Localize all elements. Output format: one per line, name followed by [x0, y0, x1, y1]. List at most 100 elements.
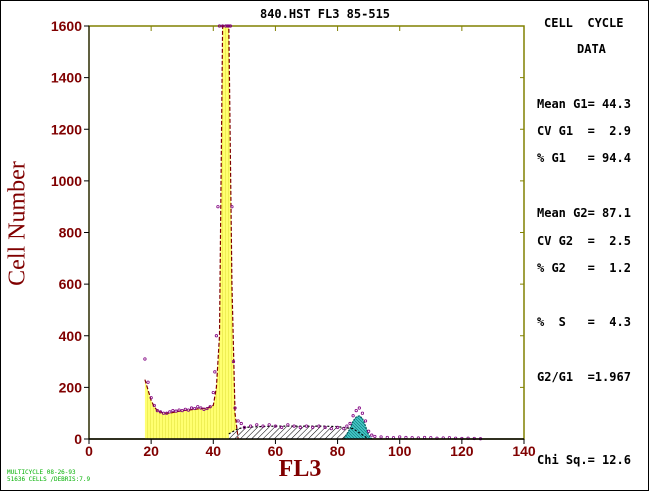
footer-cells: 51636 CELLS /DEBRIS:7.9	[7, 476, 91, 483]
data-point	[193, 406, 197, 411]
cv-g1: CV G1 = 2.9	[537, 124, 631, 138]
s-phase-area	[228, 426, 369, 439]
data-point	[292, 424, 296, 428]
data-point	[217, 24, 222, 28]
data-point	[231, 359, 236, 364]
data-point	[261, 424, 265, 428]
mean-g1: Mean G1= 44.3	[537, 97, 631, 111]
data-point	[357, 406, 361, 410]
data-point	[202, 407, 206, 411]
cv-g2: CV G2 = 2.5	[537, 234, 631, 248]
data-point	[205, 406, 209, 411]
data-point	[239, 421, 243, 426]
data-point	[342, 427, 346, 431]
data-point	[221, 24, 225, 28]
y-tick-label: 0	[74, 431, 82, 447]
data-point	[345, 424, 349, 428]
data-point	[255, 423, 259, 427]
x-tick-label: 120	[450, 443, 474, 459]
x-tick-label: 140	[512, 443, 536, 459]
data-point	[199, 406, 203, 410]
data-point	[304, 424, 309, 428]
data-point	[398, 435, 402, 439]
data-point	[267, 423, 271, 427]
data-point	[329, 427, 333, 431]
data-point	[367, 429, 371, 433]
pct-g2: % G2 = 1.2	[537, 261, 631, 275]
data-point	[180, 409, 184, 413]
data-point	[183, 407, 187, 411]
x-tick-label: 40	[205, 443, 221, 459]
x-tick-label: 0	[85, 443, 93, 459]
plot-frame	[88, 25, 525, 440]
chart-title: 840.HST FL3 85-515	[259, 7, 391, 21]
x-tick-label: 20	[143, 443, 159, 459]
g2-g1-ratio: G2/G1 =1.967	[537, 370, 631, 384]
g2-fit-line	[343, 415, 373, 440]
data-point	[354, 409, 358, 413]
data-point	[370, 433, 374, 437]
cell-cycle-heading: CELL CYCLE	[544, 16, 624, 30]
pct-s: % S = 4.3	[537, 315, 631, 329]
data-point	[146, 380, 150, 384]
data-point	[174, 409, 178, 413]
data-point	[248, 424, 253, 428]
x-tick-label: 80	[330, 443, 346, 459]
pct-g1: % G1 = 94.4	[537, 151, 631, 165]
data-point	[225, 24, 229, 28]
data-point	[379, 435, 383, 439]
mean-g2: Mean G2= 87.1	[537, 206, 631, 220]
y-tick-label: 800	[59, 225, 83, 241]
y-tick-label: 1400	[51, 70, 82, 86]
data-point	[168, 410, 172, 414]
data-point	[311, 425, 315, 429]
data-point	[317, 424, 321, 428]
x-axis-label: FL3	[278, 456, 322, 482]
data-point	[214, 334, 218, 338]
data-point	[149, 396, 153, 400]
data-point	[228, 24, 232, 28]
data-point	[233, 406, 237, 410]
data-point	[216, 205, 220, 209]
data-point	[236, 419, 240, 423]
data-point	[373, 434, 377, 439]
data-point	[280, 425, 284, 429]
data-point	[165, 411, 169, 415]
data-point	[242, 425, 246, 429]
x-tick-label: 60	[268, 443, 284, 459]
data-point	[171, 409, 175, 413]
footer-multicycle: MULTICYCLE 08-26-93	[7, 469, 76, 476]
y-tick-label: 1600	[51, 18, 82, 34]
data-point	[323, 425, 327, 429]
data-point	[363, 419, 368, 423]
data-point	[351, 414, 355, 418]
g1-peak-area	[144, 26, 239, 439]
data-point	[161, 411, 166, 415]
y-tick-label: 400	[59, 328, 83, 344]
chi-square: Chi Sq.= 12.6	[537, 453, 631, 467]
data-point	[224, 24, 228, 28]
data-point	[155, 409, 159, 413]
data-point	[227, 24, 231, 28]
data-point	[213, 370, 217, 374]
data-point	[298, 425, 302, 429]
data-point	[208, 405, 212, 409]
y-tick-label: 1200	[51, 121, 82, 137]
data-point	[152, 403, 156, 408]
data-point	[143, 357, 147, 361]
data-point	[348, 421, 352, 426]
y-axis-label: Cell Number	[4, 161, 31, 286]
data-point	[177, 408, 181, 412]
data-point	[360, 411, 365, 415]
y-tick-label: 200	[59, 379, 83, 395]
data-point	[158, 410, 163, 414]
data-point	[211, 390, 215, 395]
y-tick-label: 1000	[51, 173, 82, 189]
g2-peak-area	[343, 415, 372, 439]
data-heading: DATA	[577, 42, 606, 56]
data-point	[186, 408, 191, 412]
data-point	[230, 205, 234, 209]
data-point	[335, 425, 340, 429]
